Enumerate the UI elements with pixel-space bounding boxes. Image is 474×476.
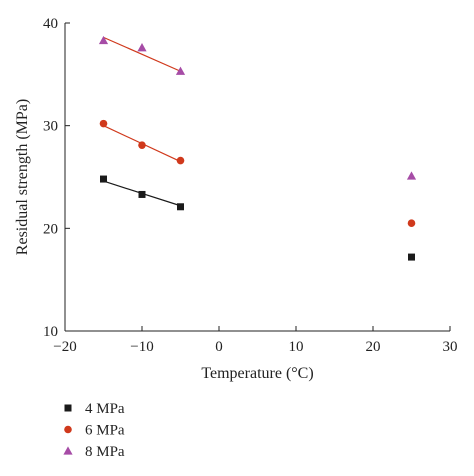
x-tick-label: −20 — [53, 339, 76, 355]
x-tick-label: −10 — [130, 339, 153, 355]
y-tick-label: 30 — [43, 119, 58, 135]
legend-marker-circle — [64, 425, 72, 434]
data-point-triangle — [98, 35, 109, 45]
legend-label: 6 MPa — [85, 423, 125, 439]
data-point-triangle — [175, 66, 186, 75]
y-axis-label: Residual strength (MPa) — [14, 99, 31, 255]
data-point-square — [100, 175, 107, 183]
data-point-circle — [99, 119, 108, 128]
y-tick-label: 20 — [43, 221, 58, 237]
x-tick-label: 0 — [215, 339, 223, 355]
data-point-circle — [407, 219, 416, 227]
data-point-circle — [138, 141, 146, 149]
data-point-square — [408, 253, 415, 261]
legend: 4 MPa 6 MPa 8 MPa — [63, 401, 125, 460]
y-tick-label: 40 — [43, 16, 58, 32]
data-points — [98, 35, 417, 261]
x-tick-label: 30 — [443, 339, 458, 355]
data-point-triangle — [406, 171, 417, 180]
x-tick-label: 10 — [289, 339, 304, 355]
legend-label: 8 MPa — [85, 444, 125, 460]
axes — [64, 23, 450, 332]
legend-marker-square — [64, 404, 72, 412]
fit-lines — [103, 36, 181, 207]
x-axis-label: Temperature (°C) — [201, 365, 313, 382]
data-point-square — [138, 190, 146, 198]
legend-marker-triangle — [63, 446, 73, 455]
data-point-circle — [176, 156, 185, 165]
fit-line-triangle — [103, 36, 181, 72]
y-tick-label: 10 — [43, 324, 58, 340]
legend-label: 4 MPa — [85, 401, 125, 417]
data-point-square — [177, 203, 184, 211]
data-point-triangle — [137, 43, 147, 52]
ticks: −20 −10 0 10 20 30 10 20 30 40 — [43, 16, 458, 355]
x-tick-label: 20 — [366, 339, 381, 355]
